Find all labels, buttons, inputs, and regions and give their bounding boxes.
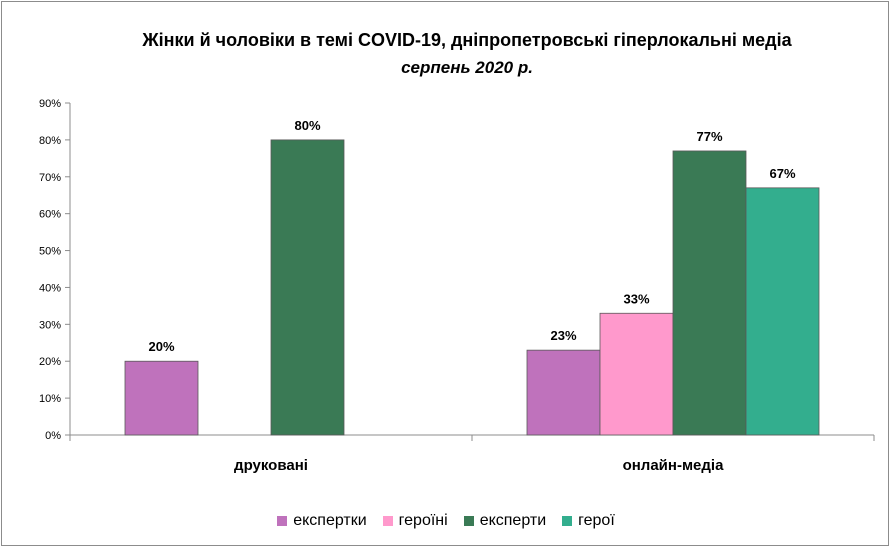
- chart-legend: експертки героїні експерти герої: [0, 512, 892, 530]
- legend-item-eksperty: експерти: [463, 512, 547, 530]
- category-label: друковані: [234, 457, 308, 474]
- legend-label-heroini: героїні: [398, 512, 448, 529]
- y-tick-label: 80%: [39, 135, 61, 147]
- legend-item-ekspertky: експертки: [277, 512, 367, 530]
- legend-swatch-ekspertky: [277, 516, 288, 526]
- bar: [270, 139, 345, 436]
- y-tick-label: 40%: [39, 282, 61, 294]
- y-tick-label: 70%: [39, 172, 61, 184]
- legend-label-eksperty: експерти: [479, 512, 547, 529]
- bar-value-label: 67%: [769, 166, 795, 181]
- legend-swatch-heroi: [562, 516, 573, 526]
- y-tick-label: 10%: [39, 393, 61, 405]
- bar-value-label: 20%: [148, 339, 174, 354]
- legend-label-ekspertky: експертки: [293, 512, 367, 529]
- bar-value-label: 33%: [623, 291, 649, 306]
- chart-title: Жінки й чоловіки в темі COVID-19, дніпро…: [142, 30, 792, 50]
- legend-swatch-eksperty: [463, 516, 474, 526]
- bar: [599, 312, 674, 436]
- bar-value-label: 77%: [696, 129, 722, 144]
- legend-label-heroi: герої: [578, 512, 615, 529]
- bar: [745, 187, 820, 436]
- legend-item-heroi: герої: [562, 512, 615, 530]
- legend-item-heroini: героїні: [382, 512, 448, 530]
- y-tick-label: 50%: [39, 246, 61, 258]
- legend-swatch-heroini: [382, 516, 393, 526]
- y-tick-label: 0%: [45, 430, 61, 442]
- y-tick-label: 60%: [39, 209, 61, 221]
- bar-value-label: 23%: [550, 328, 576, 343]
- category-label: онлайн-медіа: [623, 457, 724, 474]
- bar: [672, 150, 747, 436]
- bar: [526, 349, 601, 436]
- y-tick-label: 30%: [39, 319, 61, 331]
- y-tick-label: 20%: [39, 356, 61, 368]
- bar: [124, 360, 199, 436]
- y-tick-label: 90%: [39, 98, 61, 110]
- chart-subtitle: серпень 2020 р.: [401, 58, 533, 77]
- bar-value-label: 80%: [294, 118, 320, 133]
